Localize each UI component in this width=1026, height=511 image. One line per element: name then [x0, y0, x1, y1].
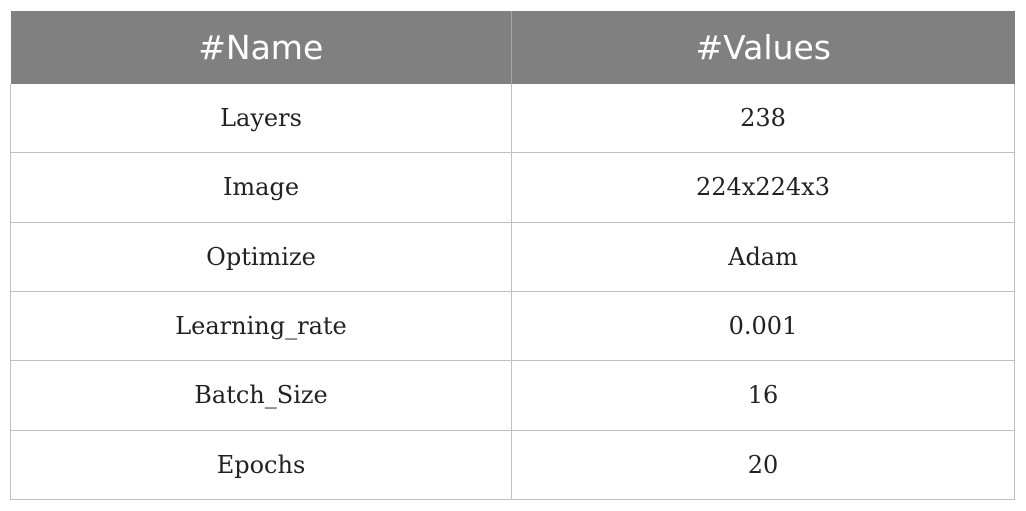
header-row: #Name #Values	[11, 11, 1015, 84]
row-value-cell: 16	[512, 361, 1015, 430]
table-row: Learning_rate 0.001	[11, 291, 1015, 360]
row-value-cell: 20	[512, 430, 1015, 499]
table-row: Epochs 20	[11, 430, 1015, 499]
row-value-cell: 238	[512, 84, 1015, 153]
table-body: Layers 238 Image 224x224x3 Optimize Adam…	[11, 84, 1015, 500]
row-name-cell: Optimize	[11, 222, 512, 291]
row-name-cell: Image	[11, 153, 512, 222]
parameters-table: #Name #Values Layers 238 Image 224x224x3…	[10, 11, 1015, 500]
row-value-cell: 0.001	[512, 291, 1015, 360]
row-name-cell: Learning_rate	[11, 291, 512, 360]
row-name-cell: Epochs	[11, 430, 512, 499]
row-value-cell: Adam	[512, 222, 1015, 291]
table-header: #Name #Values	[11, 11, 1015, 84]
parameters-table-container: #Name #Values Layers 238 Image 224x224x3…	[10, 11, 1014, 500]
table-row: Batch_Size 16	[11, 361, 1015, 430]
table-row: Image 224x224x3	[11, 153, 1015, 222]
row-name-cell: Layers	[11, 84, 512, 153]
table-row: Optimize Adam	[11, 222, 1015, 291]
table-row: Layers 238	[11, 84, 1015, 153]
header-values: #Values	[512, 11, 1015, 84]
row-name-cell: Batch_Size	[11, 361, 512, 430]
header-name: #Name	[11, 11, 512, 84]
row-value-cell: 224x224x3	[512, 153, 1015, 222]
